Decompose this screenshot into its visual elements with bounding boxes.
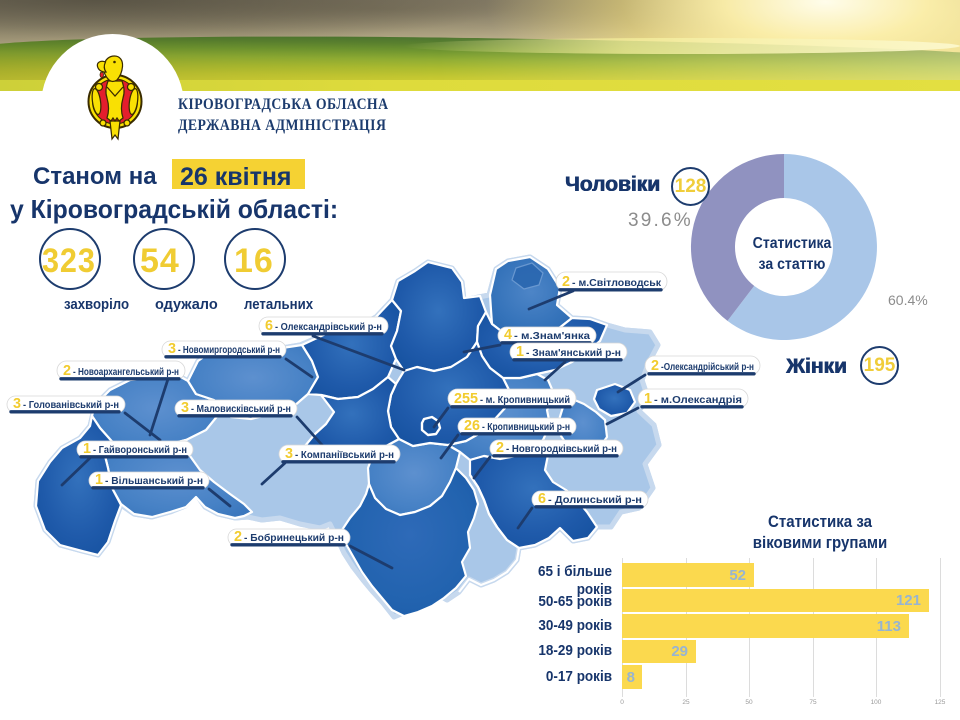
svg-text:2: 2 <box>63 362 71 379</box>
svg-text:- м. Кропивницький: - м. Кропивницький <box>480 394 570 406</box>
svg-text:- Новоархангельський р-н: - Новоархангельський р-н <box>73 366 179 378</box>
svg-text:2: 2 <box>651 357 659 374</box>
svg-text:- Новомиргородський р-н: - Новомиргородський р-н <box>178 344 280 356</box>
svg-text:- м.Світловодськ: - м.Світловодськ <box>572 277 662 289</box>
svg-text:1: 1 <box>644 390 652 407</box>
svg-text:1: 1 <box>83 440 91 457</box>
svg-text:- м.Знам'янка: - м.Знам'янка <box>514 330 590 342</box>
svg-text:2: 2 <box>496 439 504 456</box>
svg-text:- Гайворонський р-н: - Гайворонський р-н <box>93 444 187 456</box>
svg-text:- Голованівський р-н: - Голованівський р-н <box>23 399 119 411</box>
svg-text:4: 4 <box>504 326 513 343</box>
svg-text:1: 1 <box>95 471 103 488</box>
svg-text:-Олександрійський р-н: -Олександрійський р-н <box>661 361 754 373</box>
svg-text:- Компаніївський р-н: - Компаніївський р-н <box>295 449 394 461</box>
svg-text:- Вільшанський р-н: - Вільшанський р-н <box>105 475 203 487</box>
svg-text:- Новгородківський р-н: - Новгородківський р-н <box>506 443 617 455</box>
svg-text:3: 3 <box>168 340 176 357</box>
svg-text:6: 6 <box>265 317 273 334</box>
svg-text:1: 1 <box>516 343 524 360</box>
svg-text:- Долинський р-н: - Долинський р-н <box>548 494 642 506</box>
svg-text:26: 26 <box>464 417 480 434</box>
svg-text:2: 2 <box>562 273 570 290</box>
svg-text:2: 2 <box>234 528 242 545</box>
svg-text:3: 3 <box>181 399 189 416</box>
svg-text:3: 3 <box>285 445 293 462</box>
svg-text:3: 3 <box>13 395 21 412</box>
svg-text:- Знам'янський р-н: - Знам'янський р-н <box>526 347 621 359</box>
svg-text:6: 6 <box>538 490 546 507</box>
svg-text:- м.Олександрія: - м.Олександрія <box>654 394 742 406</box>
svg-text:- Кропивницький р-н: - Кропивницький р-н <box>482 421 570 433</box>
svg-text:255: 255 <box>454 390 478 407</box>
svg-text:- Олександрівський р-н: - Олександрівський р-н <box>275 321 382 333</box>
svg-text:- Маловисківський р-н: - Маловисківський р-н <box>191 403 291 415</box>
svg-text:- Бобринецький р-н: - Бобринецький р-н <box>244 532 344 544</box>
